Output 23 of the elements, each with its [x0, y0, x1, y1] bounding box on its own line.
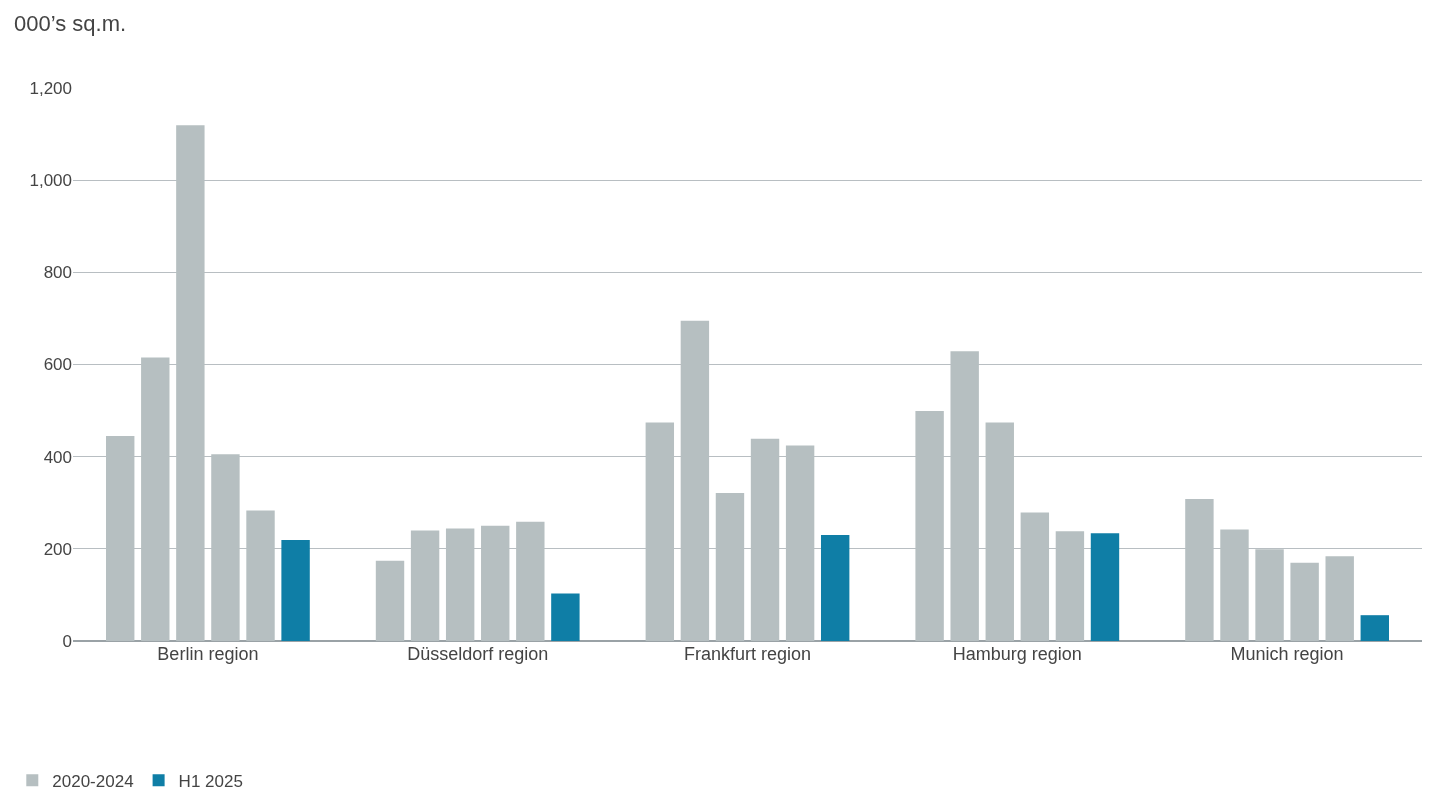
y-tick-label: 0	[62, 631, 72, 651]
y-tick-label: 400	[43, 447, 72, 467]
y-tick-label: 1,000	[29, 171, 72, 191]
x-tick-label: Berlin region	[157, 644, 259, 664]
y-tick-label: 600	[43, 355, 72, 375]
y-tick-label: 1,200	[29, 78, 72, 98]
bar	[1090, 533, 1120, 641]
bar	[375, 560, 405, 641]
y-tick-label: 800	[43, 263, 72, 283]
bar	[551, 593, 580, 641]
legend-label: H1 2025	[178, 771, 243, 791]
x-tick-label: Düsseldorf region	[407, 644, 549, 664]
x-tick-label: Munich region	[1230, 644, 1344, 664]
bar	[820, 535, 850, 641]
bar	[1360, 615, 1389, 641]
legend-label: 2020-2024	[52, 771, 134, 791]
bar	[1290, 562, 1319, 641]
bar	[281, 540, 310, 641]
x-tick-label: Hamburg region	[952, 644, 1082, 664]
y-axis-title: 000’s sq.m.	[14, 11, 127, 36]
bar	[1325, 556, 1354, 641]
y-tick-label: 200	[43, 539, 72, 559]
x-tick-label: Frankfurt region	[683, 644, 812, 664]
